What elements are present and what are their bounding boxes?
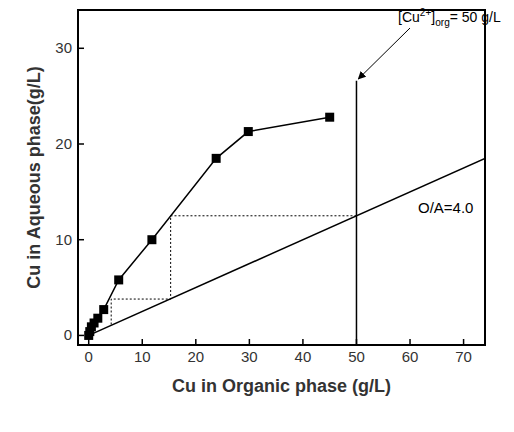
y-axis-title: Cu in Aqueous phase(g/L) [24,66,44,288]
series-line [356,81,358,345]
annotation-part: org [435,17,450,28]
annotation-part: = 50 g/L [450,9,501,25]
x-axis-title: Cu in Organic phase (g/L) [172,376,391,396]
x-tick-label: 30 [241,348,258,365]
x-tick-label: 50 [348,348,365,365]
series-line [111,216,356,325]
data-point [325,113,334,122]
data-point [244,127,253,136]
annotation: [Cu2+]org= 50 g/L [398,7,501,28]
x-tick-label: 70 [455,348,472,365]
y-tick-label: 30 [55,39,72,56]
annotation-part: 2+ [420,7,432,18]
x-tick-label: 20 [187,348,204,365]
x-tick-label: 40 [295,348,312,365]
annotation-part: O/A=4.0 [418,199,473,216]
annotation-arrow [358,28,410,79]
series-line [89,158,485,335]
data-point [114,275,123,284]
data-point [147,235,156,244]
data-point [99,305,108,314]
x-tick-label: 10 [134,348,151,365]
y-tick-label: 0 [64,326,72,343]
chart: 0 10 20 30 40 50 60 70 0 10 20 30 Cu in Organic phas… [0,0,514,432]
annotation-part: [Cu [398,9,420,25]
y-tick-label: 20 [55,135,72,152]
x-tick-label: 60 [402,348,419,365]
data-point [93,314,102,323]
annotation: O/A=4.0 [418,199,473,216]
series-line [89,117,330,335]
x-tick-label: 0 [85,348,93,365]
y-tick-label: 10 [55,231,72,248]
plot-area [84,81,485,345]
plot-frame [78,10,485,345]
data-point [212,154,221,163]
